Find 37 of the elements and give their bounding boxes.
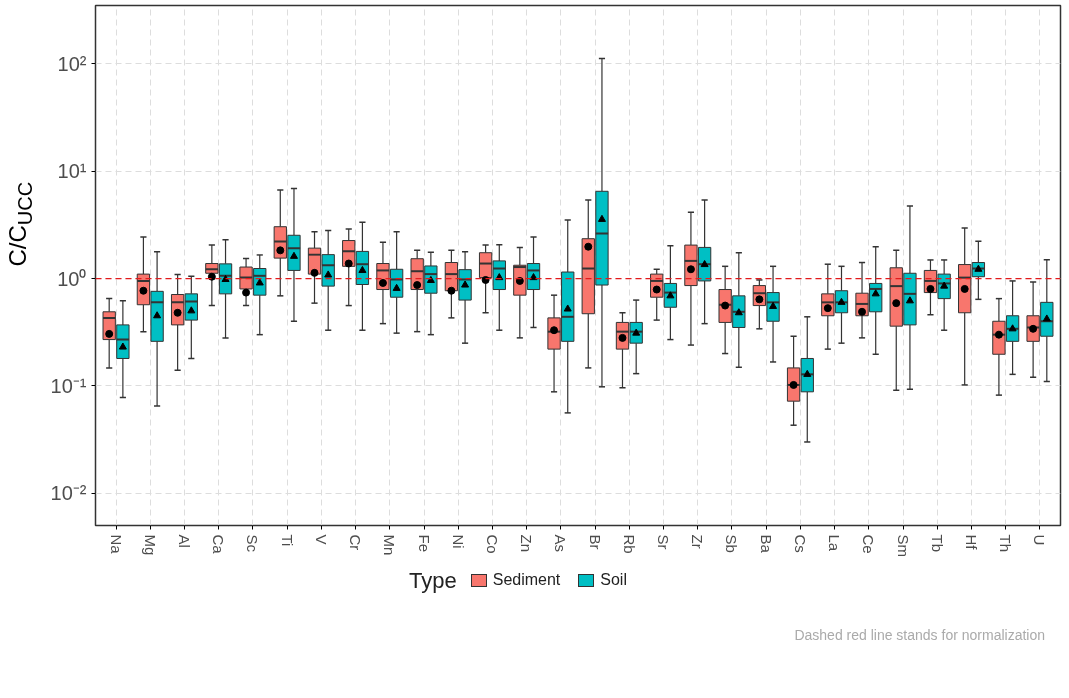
x-tick-label: V — [312, 534, 330, 545]
x-tick-label: Sm — [894, 534, 912, 557]
x-tick-label: Ti — [278, 534, 296, 547]
legend-title: Type — [409, 567, 457, 595]
x-tick-label: Zr — [689, 534, 707, 549]
x-tick-label: Ni — [449, 534, 467, 549]
x-tick-label: Fe — [415, 534, 433, 553]
x-tick-label: Hf — [963, 534, 981, 551]
x-tick-label: Co — [483, 534, 501, 554]
text: Dashed red line stands for normalization — [793, 626, 1045, 645]
legend-label: Soil — [600, 570, 627, 591]
x-tick-label: Sc — [244, 534, 262, 553]
x-tick-label: Ca — [210, 534, 228, 555]
x-tick-label: Ba — [757, 534, 775, 554]
y-tick-label: 10⁰ — [57, 267, 87, 290]
y-tick-label: 10² — [57, 52, 87, 75]
x-tick-label: Cs — [791, 534, 809, 553]
y-tick-label: 10¹ — [57, 160, 87, 183]
x-tick-label: Sr — [655, 534, 673, 550]
x-tick-label: As — [552, 534, 570, 553]
x-tick-label: Rb — [620, 534, 638, 554]
x-tick-label: U — [1031, 534, 1049, 546]
x-tick-label: Cr — [347, 534, 365, 551]
y-tick-label: 10⁻² — [50, 482, 87, 505]
x-tick-label: Th — [997, 534, 1015, 553]
x-tick-label: Ce — [860, 534, 878, 554]
x-tick-label: Na — [107, 534, 125, 555]
x-tick-label: Tb — [928, 534, 946, 553]
x-tick-label: Al — [175, 534, 193, 548]
legend-label: Sediment — [492, 570, 561, 591]
x-tick-label: Mn — [381, 534, 399, 556]
x-tick-label: Zn — [518, 534, 536, 553]
x-tick-label: Sb — [723, 534, 741, 553]
x-tick-label: Br — [586, 534, 604, 550]
y-tick-label: 10⁻¹ — [50, 374, 87, 397]
x-tick-label: La — [826, 534, 844, 552]
x-tick-label: Mg — [141, 534, 159, 556]
